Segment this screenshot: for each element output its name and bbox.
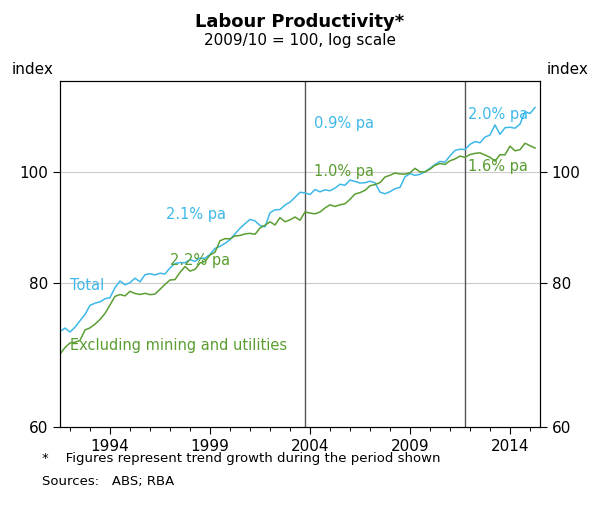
- Text: Total: Total: [70, 278, 104, 292]
- Text: *    Figures represent trend growth during the period shown: * Figures represent trend growth during …: [42, 452, 440, 465]
- Text: Labour Productivity*: Labour Productivity*: [196, 13, 404, 31]
- Text: 2009/10 = 100, log scale: 2009/10 = 100, log scale: [204, 33, 396, 48]
- Text: Excluding mining and utilities: Excluding mining and utilities: [70, 338, 287, 354]
- Text: Sources:   ABS; RBA: Sources: ABS; RBA: [42, 475, 174, 488]
- Text: 1.6% pa: 1.6% pa: [468, 159, 528, 174]
- Text: index: index: [12, 62, 54, 77]
- Text: 2.2% pa: 2.2% pa: [170, 253, 230, 268]
- Text: 2.1% pa: 2.1% pa: [166, 207, 226, 222]
- Text: 1.0% pa: 1.0% pa: [314, 164, 374, 179]
- Text: 2.0% pa: 2.0% pa: [468, 107, 528, 122]
- Text: 0.9% pa: 0.9% pa: [314, 116, 374, 131]
- Text: index: index: [546, 62, 588, 77]
